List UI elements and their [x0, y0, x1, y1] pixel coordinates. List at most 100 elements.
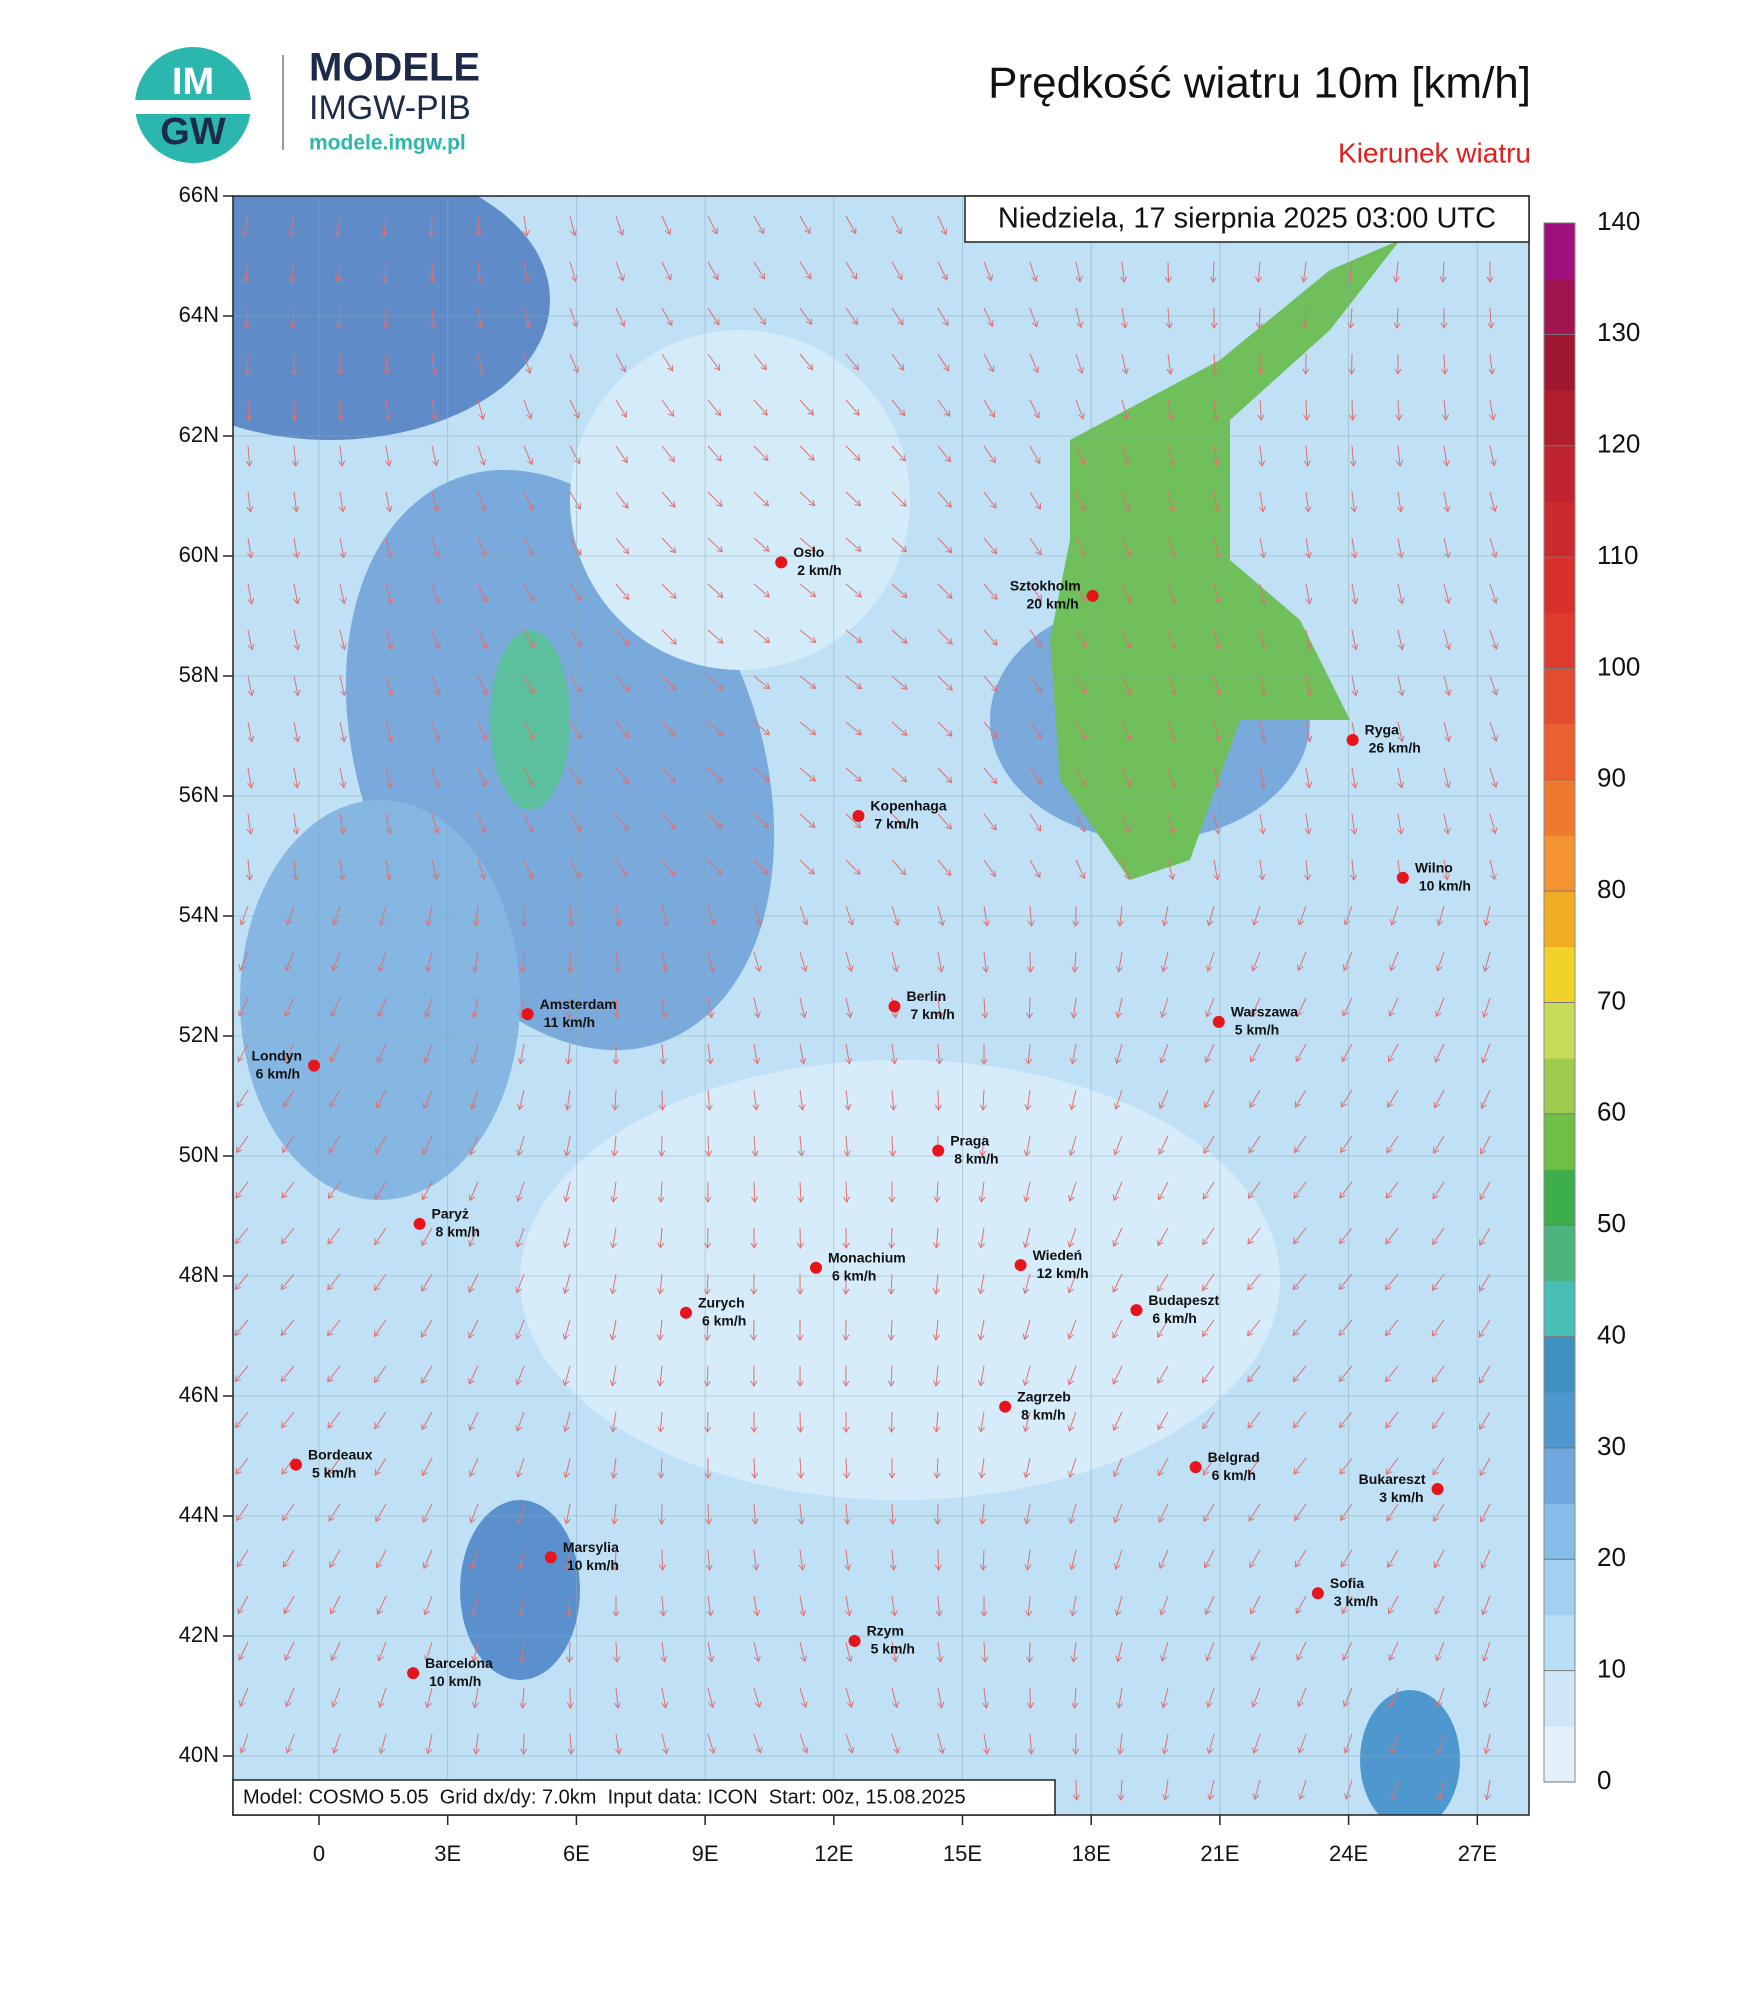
wind-arrow: [468, 1365, 479, 1385]
city-wind: 6 km/h: [1212, 1467, 1256, 1483]
wind-arrow: [284, 1641, 295, 1661]
wind-arrow: [1072, 1733, 1080, 1755]
wind-arrow: [1304, 491, 1312, 513]
wind-arrow: [331, 951, 341, 972]
wind-arrow: [471, 997, 479, 1019]
wind-arrow: [567, 1733, 575, 1755]
wind-arrow: [889, 1549, 897, 1571]
wind-arrow: [1121, 399, 1130, 421]
wind-arrow: [1432, 1227, 1445, 1246]
wind-arrow: [932, 1365, 940, 1387]
wind-arrow: [796, 1273, 804, 1295]
lat-label: 44N: [179, 1502, 219, 1527]
logo-subtitle: IMGW-PIB: [309, 89, 471, 127]
wind-arrow: [428, 261, 436, 283]
wind-arrow: [569, 537, 582, 556]
wind-arrow: [845, 445, 861, 462]
wind-arrow: [423, 1043, 433, 1064]
lat-label: 48N: [179, 1262, 219, 1287]
wind-arrow: [661, 445, 676, 463]
wind-arrow: [429, 307, 437, 329]
wind-arrow: [1292, 1319, 1307, 1337]
wind-arrow: [1202, 1411, 1215, 1430]
wind-arrow: [891, 675, 908, 690]
wind-arrow: [335, 261, 343, 283]
wind-arrow: [431, 583, 441, 604]
wind-arrow: [799, 215, 811, 235]
wind-arrow: [845, 399, 860, 416]
wind-arrow: [609, 1319, 617, 1341]
wind-arrow: [1069, 1595, 1077, 1617]
wind-arrow: [1388, 1641, 1399, 1662]
wind-arrow: [1340, 1089, 1353, 1108]
wind-arrow: [845, 1687, 854, 1709]
footer-box: [232, 1779, 1056, 1816]
city-name: Zurych: [698, 1294, 745, 1310]
wind-arrow: [845, 1733, 855, 1754]
wind-arrow: [707, 905, 716, 927]
wind-arrow: [887, 1365, 895, 1387]
wind-arrow: [937, 767, 953, 784]
wind-arrow: [239, 905, 249, 926]
wind-arrow: [1338, 1319, 1353, 1337]
wind-arrow: [1434, 1043, 1445, 1063]
wind-arrow: [523, 445, 534, 466]
wind-arrow: [373, 1365, 387, 1384]
wind-arrow: [933, 1181, 941, 1203]
wind-arrow: [377, 951, 387, 972]
wind-arrow: [611, 1549, 619, 1571]
wind-arrow: [1486, 261, 1494, 283]
wind-arrow: [704, 1457, 712, 1479]
wind-arrow: [707, 1687, 716, 1709]
wind-arrow: [891, 721, 908, 736]
colorbar-bin: [1544, 668, 1575, 725]
wind-arrow: [1296, 1641, 1307, 1661]
wind-arrow: [888, 1181, 896, 1203]
wind-arrow: [569, 813, 582, 832]
wind-arrow: [331, 1687, 341, 1708]
wind-arrow: [1489, 859, 1497, 881]
wind-arrow: [515, 1365, 525, 1386]
wind-arrow: [615, 307, 626, 328]
wind-arrow: [1256, 353, 1264, 375]
wind-arrow: [282, 1135, 295, 1154]
wind-arrow: [1257, 399, 1265, 421]
wind-arrow: [845, 215, 857, 235]
wind-arrow: [936, 997, 944, 1019]
wind-arrow: [937, 859, 952, 877]
colorbar-bin: [1544, 1392, 1575, 1449]
wind-arrow: [845, 1043, 853, 1065]
wind-arrow: [523, 399, 533, 420]
wind-arrow: [1259, 721, 1267, 743]
wind-arrow: [1121, 445, 1131, 466]
wind-arrow: [327, 1411, 341, 1429]
wind-arrow: [282, 1503, 295, 1522]
wind-arrow: [339, 675, 347, 697]
wind-arrow: [431, 491, 440, 513]
wind-arrow: [1025, 1043, 1033, 1065]
wind-arrow: [280, 1411, 295, 1429]
wind-arrow: [477, 813, 487, 834]
wind-arrow: [517, 1595, 525, 1617]
wind-arrow: [1385, 1411, 1399, 1429]
wind-arrow: [468, 1411, 479, 1431]
wind-arrow: [796, 1411, 804, 1433]
wind-arrow: [932, 1319, 940, 1341]
lon-label: 6E: [563, 1841, 590, 1866]
wind-arrow: [244, 353, 252, 375]
wind-arrow: [656, 1319, 664, 1341]
colorbar-bin: [1544, 1670, 1575, 1727]
field-blob: [240, 800, 520, 1200]
wind-arrow: [1205, 951, 1215, 972]
wind-arrow: [1160, 997, 1169, 1019]
colorbar-bin: [1544, 1002, 1575, 1059]
wind-arrow: [477, 491, 487, 512]
wind-arrow: [1489, 767, 1498, 789]
wind-arrow: [1483, 1733, 1491, 1755]
wind-arrow: [1479, 1411, 1491, 1430]
wind-arrow: [661, 767, 677, 784]
city-name: Ryga: [1365, 722, 1399, 738]
wind-arrow: [424, 951, 433, 973]
wind-arrow: [978, 1181, 986, 1203]
wind-arrow: [1441, 353, 1449, 375]
